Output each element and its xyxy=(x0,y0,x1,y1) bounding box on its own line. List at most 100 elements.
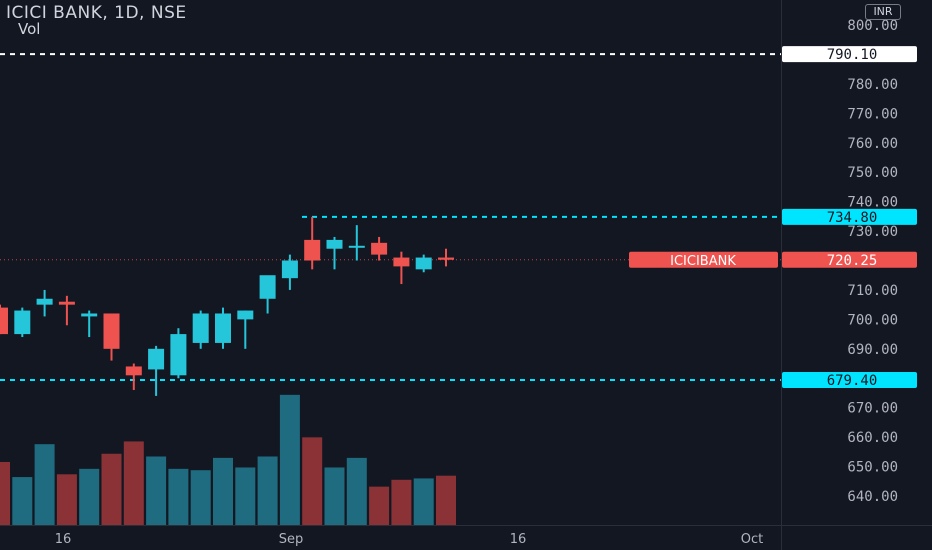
price-tick-label: 690.00 xyxy=(847,342,898,358)
price-tick-label: 640.00 xyxy=(847,489,898,505)
price-tick-label: 780.00 xyxy=(847,77,898,93)
volume-bar xyxy=(34,444,55,525)
price-tick-label: 660.00 xyxy=(847,430,898,446)
candle-body xyxy=(371,242,388,255)
candle[interactable] xyxy=(371,236,388,261)
candle[interactable] xyxy=(170,328,187,379)
volume-bar xyxy=(436,475,456,525)
candle[interactable] xyxy=(103,313,120,361)
volume-bar xyxy=(369,486,390,525)
volume-bar xyxy=(123,441,144,525)
candle-body xyxy=(393,257,410,267)
level-price-tag[interactable]: 790.10 xyxy=(782,46,917,63)
time-tick-label: 16 xyxy=(55,532,72,547)
volume-bar xyxy=(346,457,367,525)
candle[interactable] xyxy=(237,310,254,349)
candle-body xyxy=(304,239,321,261)
candle-body xyxy=(58,301,75,305)
candle[interactable] xyxy=(215,307,231,349)
candle[interactable] xyxy=(326,236,343,270)
volume-bar xyxy=(391,479,412,525)
level-tag-background xyxy=(782,372,917,389)
volume-bar xyxy=(213,457,233,525)
level-tag-background xyxy=(782,208,917,225)
candle[interactable] xyxy=(348,225,365,261)
symbol-tag-background xyxy=(629,251,778,268)
volume-bar xyxy=(101,453,122,525)
volume-bar xyxy=(0,461,10,525)
volume-bar xyxy=(146,456,167,525)
volume-bar xyxy=(56,474,77,525)
price-tick-label: 700.00 xyxy=(847,312,898,328)
candle-body xyxy=(14,310,31,335)
volume-bar xyxy=(302,437,323,525)
candle[interactable] xyxy=(125,363,142,391)
current-price-tag-value: 720.25 xyxy=(827,253,878,269)
candle-body xyxy=(81,313,98,317)
time-tick-label: Sep xyxy=(279,532,304,547)
volume-bar xyxy=(257,456,278,525)
volume-bar xyxy=(12,477,33,525)
volume-bar xyxy=(168,468,189,525)
candle-body xyxy=(415,257,432,270)
candle[interactable] xyxy=(259,275,276,314)
level-tag-background xyxy=(782,46,917,63)
candle-body xyxy=(348,245,365,248)
candle[interactable] xyxy=(281,254,298,290)
time-tick-label: 16 xyxy=(510,532,527,547)
chart-title[interactable]: ICICI BANK, 1D, NSE xyxy=(6,3,187,23)
candle[interactable] xyxy=(192,310,209,349)
level-tag-value: 734.80 xyxy=(827,210,878,226)
candle[interactable] xyxy=(14,307,31,338)
current-price-tag[interactable]: 720.25 xyxy=(782,251,917,269)
volume-bar xyxy=(279,394,300,525)
candle[interactable] xyxy=(415,254,432,273)
price-tick-label: 760.00 xyxy=(847,136,898,152)
candle[interactable] xyxy=(148,345,165,396)
volume-bar xyxy=(79,468,100,525)
level-price-tag[interactable]: 679.40 xyxy=(782,372,917,389)
volume-bar xyxy=(324,467,345,525)
candle[interactable] xyxy=(304,216,321,270)
symbol-tag[interactable]: ICICIBANK xyxy=(629,251,778,269)
candle[interactable] xyxy=(393,251,410,285)
current-price-tag-background xyxy=(782,251,917,268)
volume-bar xyxy=(235,467,256,525)
candle[interactable] xyxy=(58,295,75,326)
candle-body xyxy=(281,260,298,279)
candle-body xyxy=(326,239,343,249)
price-tick-label: 710.00 xyxy=(847,283,898,299)
candle-body xyxy=(192,313,209,343)
candle-body xyxy=(36,298,53,305)
candle-body xyxy=(148,348,165,370)
price-tick-label: 770.00 xyxy=(847,106,898,122)
candle-body xyxy=(103,313,120,349)
level-price-tag[interactable]: 734.80 xyxy=(782,208,917,226)
level-tag-value: 679.40 xyxy=(827,373,878,389)
candle[interactable] xyxy=(36,289,53,317)
candle[interactable] xyxy=(0,304,8,335)
price-tick-label: 730.00 xyxy=(847,224,898,240)
price-tick-label: 740.00 xyxy=(847,195,898,211)
level-tag-value: 790.10 xyxy=(827,47,878,63)
price-tick-label: 650.00 xyxy=(847,460,898,476)
candle[interactable] xyxy=(438,248,454,267)
candle[interactable] xyxy=(81,310,98,338)
candle-body xyxy=(0,307,8,335)
volume-indicator-label[interactable]: Vol xyxy=(18,20,41,38)
time-tick-label: Oct xyxy=(741,532,763,547)
candle-body xyxy=(438,257,454,260)
price-tick-label: 670.00 xyxy=(847,401,898,417)
candle-body xyxy=(237,310,254,320)
price-tick-label: 750.00 xyxy=(847,165,898,181)
candle-body xyxy=(215,313,231,343)
volume-bar xyxy=(413,478,434,525)
candle-body xyxy=(170,334,187,376)
candle-body xyxy=(259,275,276,299)
price-tick-label: 800.00 xyxy=(847,18,898,34)
volume-bar xyxy=(190,470,211,525)
candle-body xyxy=(125,366,142,376)
currency-badge: INR xyxy=(865,4,901,20)
symbol-tag-label: ICICIBANK xyxy=(670,254,736,269)
